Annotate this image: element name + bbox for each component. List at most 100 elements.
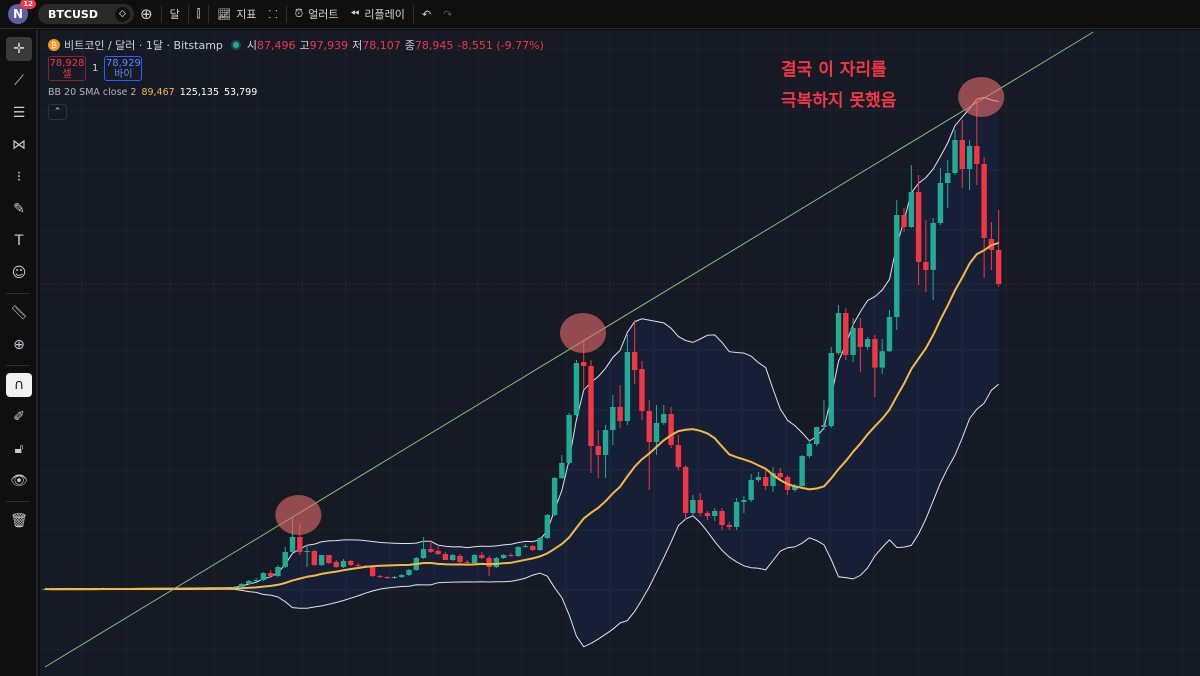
alert-button[interactable]: ⏰︎ 얼러트	[294, 7, 339, 21]
candle	[289, 537, 296, 552]
crosshair-tool[interactable]: ✛	[6, 37, 32, 61]
symbol-search[interactable]: BTCUSD ◇	[38, 4, 134, 24]
candle	[246, 581, 252, 584]
candle	[894, 215, 900, 317]
indicators-button[interactable]: 📈︎ 지표	[217, 7, 257, 22]
candle	[602, 430, 609, 455]
avatar[interactable]: N 12	[8, 0, 36, 24]
indicators-icon: 📈︎	[217, 7, 232, 21]
horizontal-lines-icon: ☰	[12, 105, 26, 121]
candle	[479, 555, 485, 558]
hide-tool[interactable]: 👁︎	[6, 469, 32, 493]
candle	[864, 339, 871, 347]
candle	[326, 555, 332, 563]
candle	[857, 328, 864, 347]
redo-icon: ↷	[443, 7, 453, 21]
interval-button[interactable]: 달	[169, 8, 180, 21]
trend-line-icon: ⟋	[14, 73, 24, 89]
candle	[588, 366, 594, 446]
candle	[551, 478, 558, 515]
candle	[792, 486, 798, 490]
candle	[566, 415, 572, 463]
trend-line-tool[interactable]: ⟋	[6, 69, 32, 93]
candle	[697, 500, 703, 513]
undo-button[interactable]: ↶	[416, 0, 437, 29]
text-tool[interactable]: T	[6, 229, 32, 253]
symbol-title[interactable]: 비트코인 / 달러 · 1달 · Bitstamp	[64, 39, 223, 52]
indicator-legend[interactable]: BB 20 SMA close 2 89,467 125,135 53,799	[48, 87, 258, 98]
pattern-tool[interactable]: ⋈	[6, 133, 32, 157]
replay-button[interactable]: ⏪︎ 리플레이	[350, 7, 405, 21]
candle	[384, 577, 390, 578]
annotation-text[interactable]: 결국 이 자리를 극복하지 못했음	[781, 60, 897, 111]
candle	[275, 567, 281, 576]
candle	[464, 562, 470, 563]
candle	[806, 444, 813, 456]
candle	[690, 500, 696, 513]
drawing-toolbar: ✛ ⟋ ☰ ⋈ ⁝ ✎ T ☺ 📏︎ ⊕ ∩ ✐ 🔓︎ 👁︎ 🗑︎	[0, 30, 38, 676]
candle	[748, 480, 754, 500]
candle	[646, 411, 652, 442]
candle	[886, 317, 893, 352]
layouts-button[interactable]: ⸬	[262, 0, 283, 29]
candle	[515, 547, 521, 556]
candle	[952, 140, 958, 173]
chart-type-button[interactable]: ⫿	[191, 0, 207, 29]
candle	[544, 515, 551, 538]
candle	[581, 362, 587, 366]
ruler-tool[interactable]: 📏︎	[6, 301, 32, 325]
highlight-circle	[275, 495, 322, 535]
fib-icon: ⁝	[16, 169, 22, 185]
candle	[442, 554, 449, 560]
divider	[208, 5, 210, 23]
compare-button[interactable]: ⊕	[134, 0, 159, 29]
lock-drawing-tool[interactable]: ✐	[6, 405, 32, 429]
candle	[260, 573, 267, 580]
zoom-in-tool[interactable]: ⊕	[6, 333, 32, 357]
candle	[821, 425, 827, 427]
candle	[304, 551, 310, 552]
candle	[639, 369, 645, 411]
candle	[428, 549, 434, 552]
fib-tool[interactable]: ⁝	[6, 165, 32, 189]
collapse-legend-button[interactable]: ⌃	[48, 104, 67, 120]
lock-tool[interactable]: 🔓︎	[6, 437, 32, 461]
horizontal-lines-tool[interactable]: ☰	[6, 101, 32, 125]
delete-tool[interactable]: 🗑︎	[6, 509, 32, 533]
candle	[872, 339, 878, 368]
emoji-tool[interactable]: ☺	[6, 261, 32, 285]
candle	[311, 551, 318, 565]
candle	[741, 500, 747, 502]
change-value: -8,551 (-9.77%)	[457, 38, 544, 52]
candle	[486, 558, 492, 567]
candle	[959, 140, 965, 169]
candle	[369, 567, 376, 576]
magnet-tool[interactable]: ∩	[6, 373, 32, 397]
bb-basis-line	[44, 241, 999, 591]
diamond-icon[interactable]: ◇	[115, 6, 130, 22]
candle	[813, 427, 820, 444]
candle	[733, 502, 740, 527]
buy-button[interactable]: 78,929 바이	[104, 56, 143, 81]
brush-tool[interactable]: ✎	[6, 197, 32, 221]
candle	[348, 561, 354, 565]
bb-basis-value: 89,467	[141, 87, 175, 98]
sell-button[interactable]: 78,928 셀	[48, 56, 86, 81]
close-value: 78,945	[414, 39, 454, 52]
candle	[282, 552, 288, 567]
trend-line	[44, 31, 1094, 668]
redo-button: ↷	[437, 0, 458, 29]
candle	[318, 555, 325, 565]
candle	[471, 555, 478, 563]
chart-pane[interactable]	[40, 30, 1200, 676]
open-value: 87,496	[257, 39, 296, 52]
highlight-circle	[958, 77, 1005, 117]
text-icon: T	[14, 233, 24, 249]
candle	[835, 313, 842, 353]
lock-icon: 🔓︎	[14, 441, 24, 457]
crosshair-icon: ✛	[13, 41, 25, 57]
candle	[406, 570, 412, 575]
ruler-icon: 📏︎	[10, 305, 28, 321]
price-chart[interactable]	[40, 30, 1200, 676]
candle	[333, 562, 339, 567]
